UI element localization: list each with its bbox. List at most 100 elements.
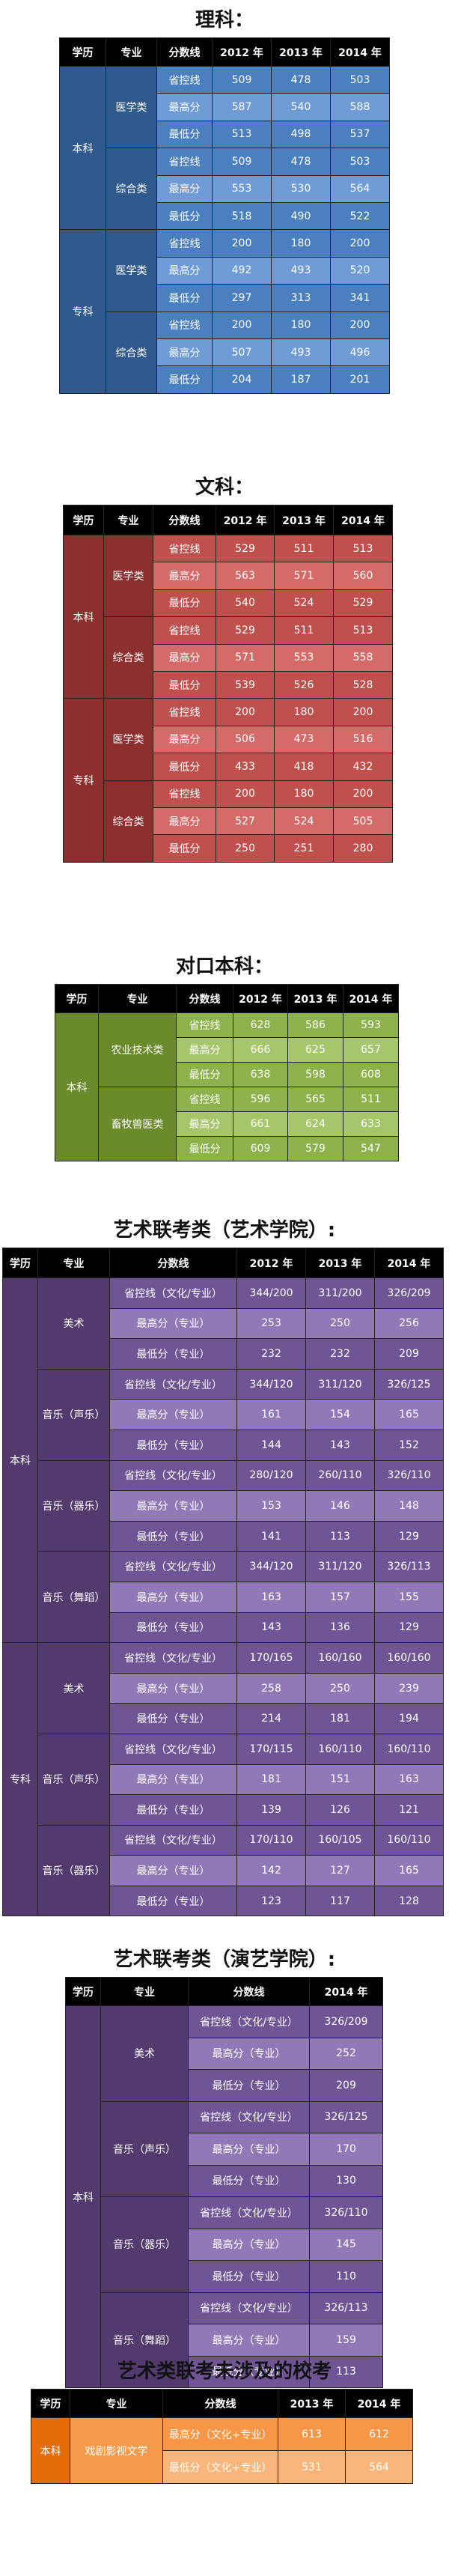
table-row: 音乐（器乐） 省控线（文化/专业） 170/110 160/105 160/110: [3, 1824, 444, 1917]
score-value-cell: 153: [236, 1490, 306, 1522]
score-type-cell: 最低分（专业）: [109, 1703, 237, 1734]
score-value-cell: 579: [287, 1136, 343, 1161]
score-value-cell: 141: [236, 1520, 306, 1552]
score-value-cell: 520: [330, 256, 390, 285]
score-value-cell: 564: [345, 2450, 413, 2484]
table-row: 本科 美术 省控线（文化/专业） 326/209: [65, 2005, 383, 2388]
score-value-cell: 522: [330, 201, 390, 231]
score-value-cell: 326/110: [374, 1459, 444, 1492]
score-value-cell: 139: [236, 1794, 306, 1826]
score-value-cell: 232: [305, 1338, 375, 1370]
score-value-cell: 181: [236, 1764, 306, 1796]
score-value-cell: 326/209: [309, 2005, 383, 2038]
level-cell: 本科: [65, 2005, 101, 2388]
table-row: 最低分（专业） 123 117 128: [3, 1885, 444, 1917]
score-value-cell: 528: [333, 670, 393, 699]
score-value-cell: 516: [333, 725, 393, 754]
score-type-cell: 省控线: [153, 616, 216, 645]
table-row: 最高分 492 493 520: [60, 256, 390, 285]
score-value-cell: 200: [330, 311, 390, 339]
score-value-cell: 128: [374, 1885, 444, 1917]
score-value-cell: 553: [212, 174, 272, 203]
score-value-cell: 200: [212, 229, 272, 258]
score-value-cell: 526: [274, 670, 334, 699]
column-header: 2012 年: [216, 505, 275, 535]
score-value-cell: 496: [330, 338, 390, 367]
score-value-cell: 311/120: [305, 1551, 375, 1582]
score-value-cell: 503: [330, 65, 390, 94]
score-value-cell: 518: [212, 201, 272, 231]
table-row: 最低分 250 251 280: [64, 834, 393, 863]
score-type-cell: 最低分: [156, 284, 213, 312]
score-type-cell: 最高分: [156, 174, 213, 203]
table-row: 最低分（专业） 141 113 129: [3, 1520, 444, 1552]
column-header: 2012 年: [212, 37, 272, 67]
score-value-cell: 560: [333, 562, 393, 590]
score-value-cell: 152: [374, 1429, 444, 1461]
column-header: 2013 年: [271, 37, 331, 67]
table-row: 本科 农业技术类 省控线 628 586 593: [55, 1012, 399, 1161]
level-cell: 专科: [59, 229, 106, 394]
table-row: 最低分 638 598 608: [55, 1062, 399, 1087]
score-value-cell: 505: [333, 806, 393, 836]
score-value-cell: 540: [271, 93, 331, 121]
score-value-cell: 326/110: [309, 2196, 383, 2229]
score-type-cell: 最低分（专业）: [109, 1794, 237, 1826]
score-value-cell: 160/110: [374, 1824, 444, 1856]
score-type-cell: 最低分: [176, 1136, 233, 1161]
score-value-cell: 151: [305, 1764, 375, 1796]
score-value-cell: 187: [271, 365, 331, 394]
score-type-cell: 省控线: [176, 1012, 233, 1038]
major-cell: 音乐（声乐）: [100, 2100, 189, 2197]
table-row: 最高分 563 571 560: [64, 562, 393, 590]
column-header: 分数线: [188, 1977, 310, 2006]
table-row: 本科 医学类 省控线 509 478 503: [59, 65, 390, 231]
level-cell: 专科: [63, 698, 104, 863]
major-cell: 音乐（声乐）: [37, 1733, 110, 1826]
score-value-cell: 571: [274, 562, 334, 590]
score-value-cell: 571: [216, 643, 275, 672]
score-value-cell: 130: [309, 2164, 383, 2197]
score-table: 学历 专业 分数线 2012 年 2013 年 2014 年本科 医学类 省控线 529 511 5…: [63, 505, 393, 863]
score-value-cell: 148: [374, 1490, 444, 1522]
score-value-cell: 326/209: [374, 1278, 444, 1309]
score-value-cell: 194: [374, 1703, 444, 1734]
score-value-cell: 492: [212, 256, 272, 285]
score-value-cell: 161: [236, 1399, 306, 1430]
table-row: 最高分（专业） 153 146 148: [3, 1490, 444, 1522]
score-value-cell: 200: [333, 780, 393, 808]
table-row: 最低分（专业） 144 143 152: [3, 1429, 444, 1461]
score-value-cell: 200: [216, 780, 275, 808]
score-value-cell: 493: [271, 338, 331, 367]
table-row: 专科 美术 省控线（文化/专业） 170/165 160/160 160/160: [2, 1642, 444, 1917]
major-cell: 综合类: [106, 311, 157, 394]
major-cell: 美术: [37, 1278, 110, 1370]
table-row: 音乐（舞蹈） 省控线（文化/专业） 326/113: [66, 2291, 383, 2388]
table-row: 最高分（专业） 258 250 239: [3, 1672, 444, 1704]
table-row: 畜牧兽医类 省控线 596 565 511: [55, 1087, 399, 1161]
score-value-cell: 143: [236, 1611, 306, 1644]
column-header: 学历: [63, 505, 104, 535]
score-value-cell: 537: [330, 120, 390, 149]
column-header: 2013 年: [305, 1248, 375, 1278]
table-row: 本科 医学类 省控线 529 511 513: [63, 534, 393, 699]
major-cell: 医学类: [106, 65, 157, 149]
score-value-cell: 200: [216, 698, 275, 726]
column-header: 学历: [55, 984, 99, 1013]
score-value-cell: 170/115: [236, 1733, 306, 1765]
score-type-cell: 最高分: [156, 93, 213, 121]
score-value-cell: 624: [287, 1111, 343, 1137]
table-row: 专科 医学类 省控线 200 180 200: [63, 698, 393, 863]
score-type-cell: 最高分: [156, 338, 213, 367]
score-value-cell: 160/105: [305, 1824, 375, 1856]
score-value-cell: 250: [305, 1672, 375, 1704]
score-value-cell: 201: [330, 365, 390, 394]
major-cell: 综合类: [106, 148, 157, 231]
major-cell: 畜牧兽医类: [98, 1087, 177, 1161]
score-type-cell: 最高分（专业）: [109, 1581, 237, 1613]
score-value-cell: 513: [333, 534, 393, 563]
score-type-cell: 最高分（专业）: [109, 1399, 237, 1430]
score-value-cell: 478: [271, 65, 331, 94]
score-value-cell: 507: [212, 338, 272, 367]
level-cell: 本科: [55, 1012, 99, 1161]
